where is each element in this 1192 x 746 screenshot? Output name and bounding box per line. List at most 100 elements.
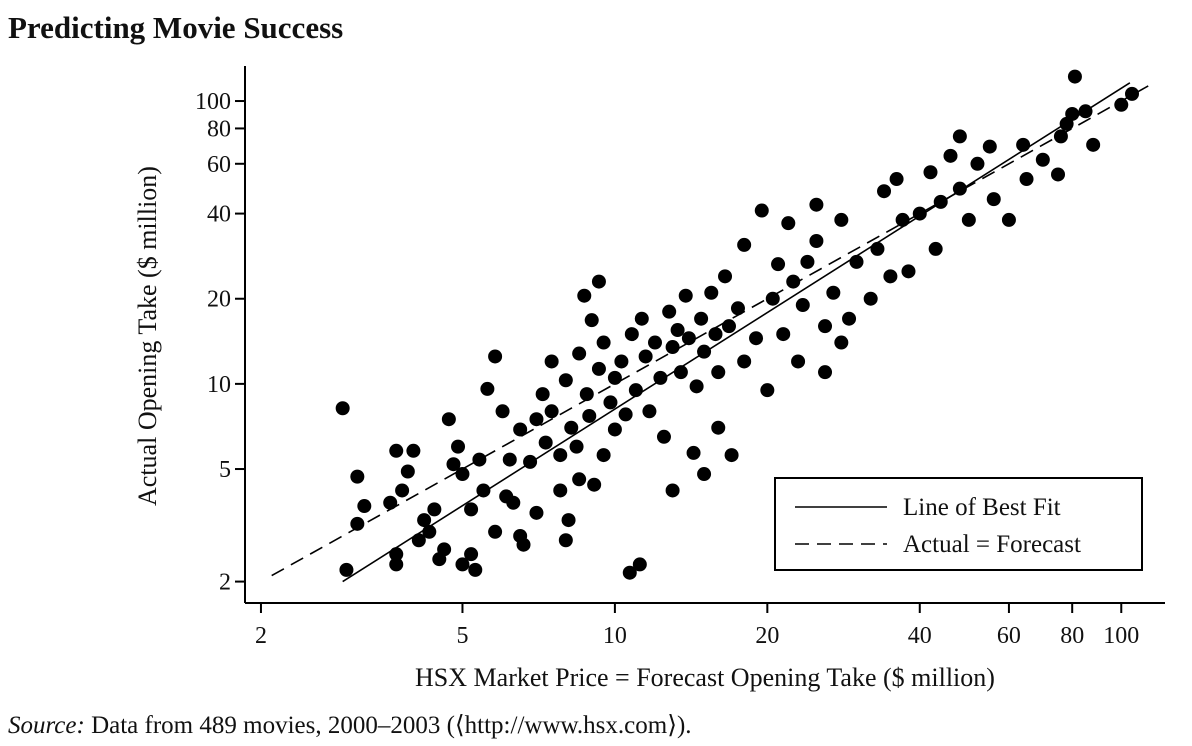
point	[961, 212, 976, 227]
point	[561, 513, 576, 528]
point	[357, 499, 372, 514]
legend-box	[774, 477, 1143, 571]
point	[842, 311, 857, 326]
y-tick-label: 80	[207, 116, 231, 142]
point	[591, 361, 606, 376]
y-tick-label: 60	[207, 152, 231, 178]
point	[395, 483, 410, 498]
point	[771, 257, 786, 272]
point	[800, 254, 815, 269]
point	[809, 197, 824, 212]
point	[603, 395, 618, 410]
point	[1035, 152, 1050, 167]
point	[406, 443, 421, 458]
point	[826, 285, 841, 300]
point	[781, 216, 796, 231]
x-tick-label: 10	[603, 623, 627, 649]
point	[582, 408, 597, 423]
point	[1067, 69, 1082, 84]
point	[596, 448, 611, 463]
point	[544, 354, 559, 369]
point	[1051, 167, 1066, 182]
point	[786, 274, 801, 289]
x-tick-label: 100	[1103, 623, 1139, 649]
reference-line	[271, 84, 1151, 577]
point	[529, 505, 544, 520]
point	[970, 156, 985, 171]
point	[877, 184, 892, 199]
point	[634, 311, 649, 326]
point	[591, 274, 606, 289]
point	[982, 139, 997, 154]
point	[553, 448, 568, 463]
point	[572, 472, 587, 487]
point	[455, 467, 470, 482]
point	[834, 212, 849, 227]
point	[656, 429, 671, 444]
y-tick-label: 20	[207, 287, 231, 313]
point	[642, 404, 657, 419]
point	[1001, 212, 1016, 227]
point	[928, 241, 943, 256]
point	[678, 288, 693, 303]
x-tick-label: 2	[255, 623, 267, 649]
point	[662, 304, 677, 319]
point	[441, 412, 456, 427]
point	[952, 129, 967, 144]
point	[529, 412, 544, 427]
point	[818, 365, 833, 380]
point	[513, 422, 528, 437]
point	[417, 513, 432, 528]
point	[468, 562, 483, 577]
x-tick-label: 60	[997, 623, 1021, 649]
point	[624, 327, 639, 342]
point	[653, 370, 668, 385]
point	[986, 192, 1001, 207]
point	[870, 241, 885, 256]
point	[665, 483, 680, 498]
point	[689, 379, 704, 394]
point	[708, 327, 723, 342]
point	[711, 365, 726, 380]
point	[488, 524, 503, 539]
x-axis-label: HSX Market Price = Forecast Opening Take…	[415, 663, 995, 692]
point	[889, 172, 904, 187]
point	[502, 452, 517, 467]
point	[584, 313, 599, 328]
source-label: Source:	[8, 712, 85, 739]
point	[535, 387, 550, 402]
point	[694, 311, 709, 326]
point	[718, 269, 733, 284]
source: Source: Data from 489 movies, 2000–2003 …	[8, 712, 692, 739]
point	[791, 354, 806, 369]
point	[446, 457, 461, 472]
y-tick-label: 100	[195, 89, 231, 115]
point	[809, 233, 824, 248]
point	[737, 354, 752, 369]
point	[506, 495, 521, 510]
point	[749, 331, 764, 346]
point	[558, 533, 573, 548]
point	[1124, 86, 1139, 101]
point	[765, 291, 780, 306]
chart-title: Predicting Movie Success	[8, 10, 343, 45]
point	[587, 477, 602, 492]
point	[943, 148, 958, 163]
point	[923, 165, 938, 180]
point	[1019, 172, 1034, 187]
point	[411, 533, 426, 548]
point	[455, 557, 470, 572]
x-tick-label: 5	[456, 623, 468, 649]
legend-label: Actual = Forecast	[903, 531, 1081, 558]
point	[795, 298, 810, 313]
point	[863, 291, 878, 306]
point	[737, 237, 752, 252]
point	[389, 557, 404, 572]
point	[596, 335, 611, 350]
point	[901, 264, 916, 279]
point	[614, 354, 629, 369]
point	[638, 349, 653, 364]
point	[776, 327, 791, 342]
y-tick-label: 5	[219, 457, 231, 483]
